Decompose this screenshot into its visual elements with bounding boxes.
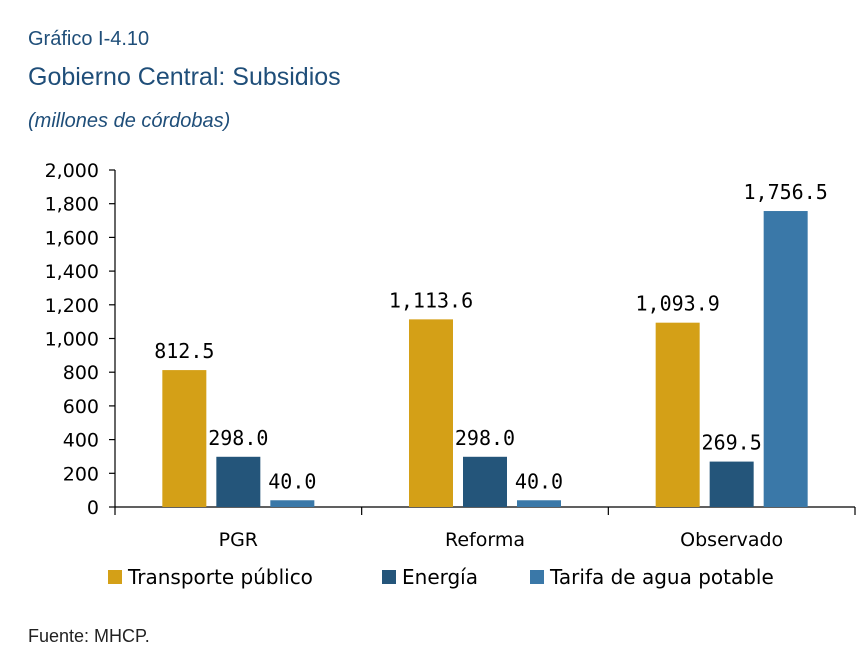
legend-swatch xyxy=(530,570,544,584)
data-label: 1,093.9 xyxy=(636,292,720,316)
bar xyxy=(409,319,453,507)
chart-title: Gobierno Central: Subsidios xyxy=(28,63,341,91)
data-label: 298.0 xyxy=(208,426,268,450)
y-tick-label: 1,400 xyxy=(45,261,99,283)
y-tick-label: 600 xyxy=(63,396,99,418)
y-tick-label: 200 xyxy=(63,463,99,485)
bar xyxy=(463,456,507,507)
y-tick-label: 1,800 xyxy=(45,194,99,216)
legend-label: Energía xyxy=(402,565,478,589)
bar xyxy=(763,211,808,507)
legend-swatch xyxy=(108,570,122,584)
bar xyxy=(709,461,754,507)
y-tick-label: 1,200 xyxy=(45,295,99,317)
x-category-label: Observado xyxy=(680,529,783,551)
data-label: 269.5 xyxy=(702,431,762,455)
chart-kicker: Gráfico I-4.10 xyxy=(28,28,150,50)
y-tick-label: 1,000 xyxy=(45,329,99,351)
data-label: 40.0 xyxy=(268,469,316,493)
bar xyxy=(216,456,261,507)
y-tick-label: 1,600 xyxy=(45,227,99,249)
legend-label: Transporte público xyxy=(127,565,313,589)
legend-swatch xyxy=(382,570,396,584)
data-label: 1,113.6 xyxy=(389,288,473,312)
data-label: 812.5 xyxy=(154,339,214,363)
bar xyxy=(517,500,561,507)
y-tick-label: 400 xyxy=(63,430,99,452)
y-tick-label: 0 xyxy=(87,497,99,519)
source-note: Fuente: MHCP. xyxy=(28,626,150,646)
x-category-label: Reforma xyxy=(445,529,525,551)
data-label: 40.0 xyxy=(515,469,563,493)
bar xyxy=(270,500,315,507)
data-label: 298.0 xyxy=(455,426,515,450)
x-category-label: PGR xyxy=(219,529,258,551)
legend-label: Tarifa de agua potable xyxy=(549,565,774,589)
bar-chart: 0 200 400 600 800 1,000 1,200 1,400 1,600 1,800 2,… xyxy=(45,160,856,589)
bar xyxy=(655,322,700,507)
y-tick-label: 2,000 xyxy=(45,160,99,182)
y-tick-label: 800 xyxy=(63,362,99,384)
data-label: 1,756.5 xyxy=(744,180,828,204)
chart-subtitle: (millones de córdobas) xyxy=(28,110,231,132)
bar xyxy=(162,370,207,507)
